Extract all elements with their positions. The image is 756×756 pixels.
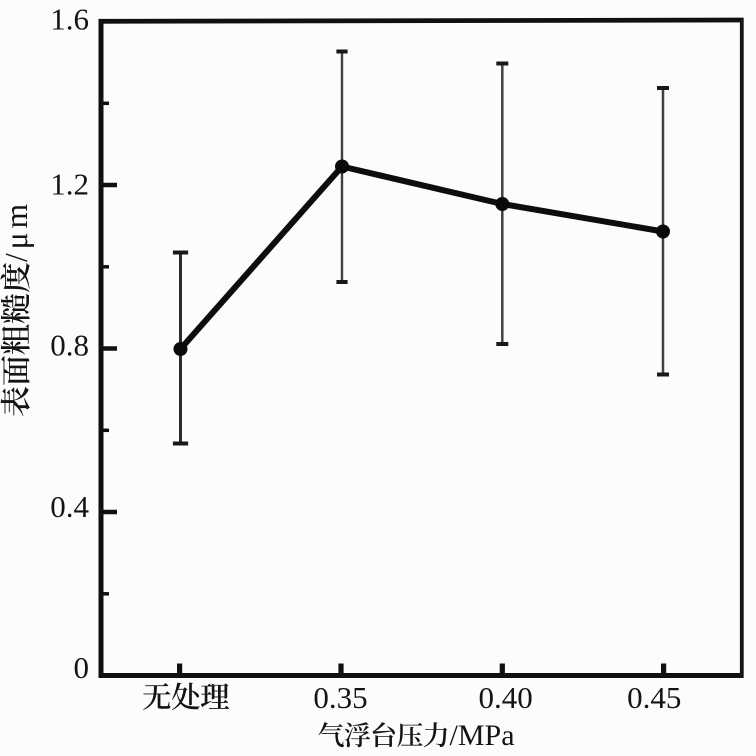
svg-text:0: 0	[74, 650, 90, 685]
svg-text:/MPa: /MPa	[450, 719, 515, 752]
svg-text:1.6: 1.6	[50, 2, 89, 37]
svg-text:0.35: 0.35	[313, 680, 367, 715]
svg-text:0.45: 0.45	[627, 680, 681, 715]
svg-text:/μm: /μm	[0, 200, 34, 262]
svg-text:1.2: 1.2	[50, 166, 89, 201]
svg-text:0.8: 0.8	[50, 328, 89, 363]
svg-text:0.4: 0.4	[50, 489, 89, 524]
svg-text:0.40: 0.40	[478, 680, 532, 715]
